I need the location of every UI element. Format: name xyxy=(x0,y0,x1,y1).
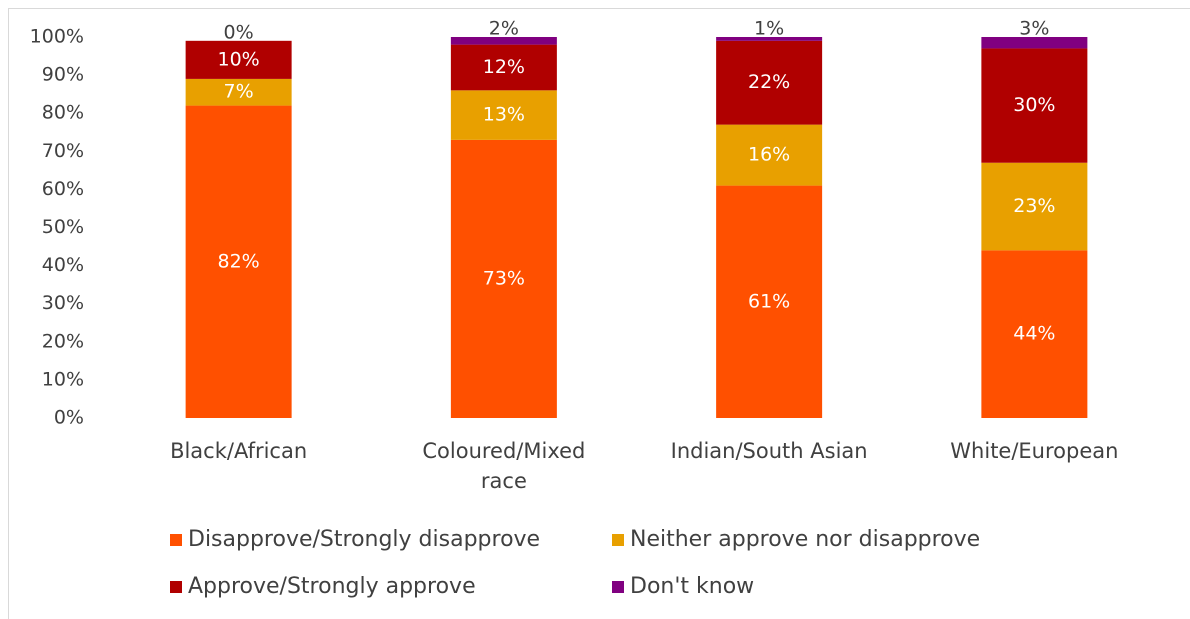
data-label: 30% xyxy=(1013,94,1055,116)
bar-segment xyxy=(716,185,823,418)
data-label: 61% xyxy=(748,290,790,312)
bar-segment xyxy=(185,78,292,106)
bar-segment xyxy=(716,124,823,186)
y-tick-label: 0% xyxy=(54,407,84,429)
bar-segment xyxy=(450,44,557,91)
bar-segment xyxy=(185,40,292,79)
data-label: 1% xyxy=(754,18,784,40)
bar-segment xyxy=(450,90,557,140)
bar-segment xyxy=(185,105,292,418)
y-tick-label: 40% xyxy=(42,254,84,276)
legend-label: Approve/Strongly approve xyxy=(188,574,476,599)
x-tick-label: Black/African xyxy=(170,439,308,463)
bar-segment xyxy=(716,40,823,125)
y-tick-label: 10% xyxy=(42,368,84,390)
y-tick-label: 90% xyxy=(42,64,84,86)
x-tick-label: Indian/South Asian xyxy=(670,439,868,463)
bar-segment xyxy=(716,37,823,41)
x-tick-label: Coloured/Mixed race xyxy=(422,439,586,493)
bar-segment xyxy=(981,162,1088,251)
data-label: 73% xyxy=(483,267,525,289)
data-label: 7% xyxy=(224,81,254,103)
legend-label: Don't know xyxy=(630,574,754,599)
legend-marker xyxy=(170,581,182,593)
legend-label: Disapprove/Strongly disapprove xyxy=(188,527,540,552)
data-label: 82% xyxy=(218,250,260,272)
data-label: 13% xyxy=(483,104,525,126)
y-tick-label: 70% xyxy=(42,140,84,162)
data-label: 23% xyxy=(1013,195,1055,217)
bar-segment xyxy=(981,37,1088,49)
data-label: 0% xyxy=(224,21,254,43)
y-tick-label: 30% xyxy=(42,292,84,314)
data-label: 2% xyxy=(489,18,519,40)
y-tick-label: 50% xyxy=(42,216,84,238)
bar-segment xyxy=(981,48,1088,163)
y-tick-label: 80% xyxy=(42,102,84,124)
data-label: 44% xyxy=(1013,323,1055,345)
data-label: 16% xyxy=(748,144,790,166)
data-label: 12% xyxy=(483,56,525,78)
bar-segment xyxy=(450,139,557,418)
y-tick-label: 100% xyxy=(30,26,84,48)
legend-marker xyxy=(170,534,182,546)
data-label: 3% xyxy=(1019,18,1049,40)
y-tick-label: 20% xyxy=(42,330,84,352)
data-label: 22% xyxy=(748,71,790,93)
legend-label: Neither approve nor disapprove xyxy=(630,527,980,552)
y-tick-label: 60% xyxy=(42,178,84,200)
chart-border xyxy=(8,8,1190,619)
legend-marker xyxy=(612,534,624,546)
x-tick-label: White/European xyxy=(950,439,1119,463)
bar-segment xyxy=(981,250,1088,418)
data-label: 10% xyxy=(218,48,260,70)
legend-marker xyxy=(612,581,624,593)
bar-segment xyxy=(450,37,557,45)
